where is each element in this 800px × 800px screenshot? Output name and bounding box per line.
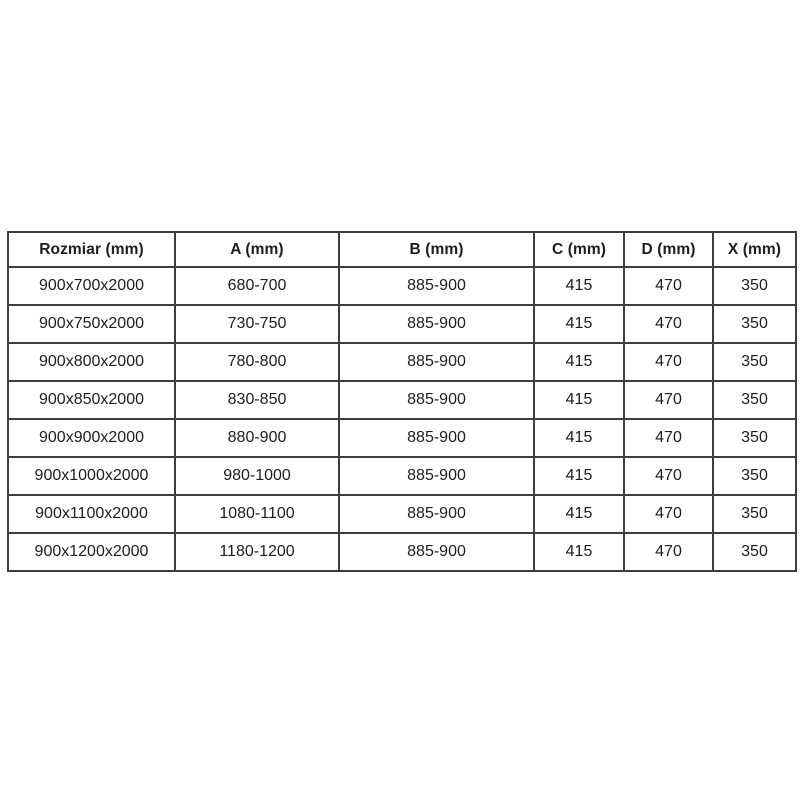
- cell-x: 350: [712, 304, 797, 344]
- cell-rozmiar: 900x900x2000: [7, 418, 176, 458]
- cell-d: 470: [623, 494, 714, 534]
- cell-d: 470: [623, 380, 714, 420]
- cell-rozmiar: 900x1200x2000: [7, 532, 176, 572]
- cell-c: 415: [533, 494, 625, 534]
- cell-x: 350: [712, 532, 797, 572]
- column-header-b: B (mm): [338, 231, 535, 268]
- table-row: 900x750x2000 730-750 885-900 415 470 350: [7, 304, 797, 344]
- cell-c: 415: [533, 342, 625, 382]
- cell-b: 885-900: [338, 418, 535, 458]
- cell-d: 470: [623, 266, 714, 306]
- cell-x: 350: [712, 456, 797, 496]
- table-row: 900x1200x2000 1180-1200 885-900 415 470 …: [7, 532, 797, 572]
- cell-c: 415: [533, 266, 625, 306]
- cell-b: 885-900: [338, 304, 535, 344]
- cell-a: 830-850: [174, 380, 340, 420]
- cell-b: 885-900: [338, 342, 535, 382]
- cell-c: 415: [533, 532, 625, 572]
- cell-a: 730-750: [174, 304, 340, 344]
- cell-rozmiar: 900x700x2000: [7, 266, 176, 306]
- table-row: 900x1100x2000 1080-1100 885-900 415 470 …: [7, 494, 797, 534]
- cell-b: 885-900: [338, 266, 535, 306]
- cell-a: 880-900: [174, 418, 340, 458]
- cell-b: 885-900: [338, 494, 535, 534]
- cell-d: 470: [623, 532, 714, 572]
- cell-rozmiar: 900x750x2000: [7, 304, 176, 344]
- cell-c: 415: [533, 418, 625, 458]
- cell-rozmiar: 900x1100x2000: [7, 494, 176, 534]
- table-header-row: Rozmiar (mm) A (mm) B (mm) C (mm) D (mm)…: [7, 231, 797, 268]
- column-header-d: D (mm): [623, 231, 714, 268]
- cell-x: 350: [712, 342, 797, 382]
- table-body: 900x700x2000 680-700 885-900 415 470 350…: [7, 266, 797, 572]
- cell-d: 470: [623, 418, 714, 458]
- column-header-x: X (mm): [712, 231, 797, 268]
- cell-a: 1180-1200: [174, 532, 340, 572]
- table-row: 900x1000x2000 980-1000 885-900 415 470 3…: [7, 456, 797, 496]
- table-row: 900x700x2000 680-700 885-900 415 470 350: [7, 266, 797, 306]
- cell-a: 780-800: [174, 342, 340, 382]
- cell-rozmiar: 900x1000x2000: [7, 456, 176, 496]
- cell-rozmiar: 900x850x2000: [7, 380, 176, 420]
- column-header-c: C (mm): [533, 231, 625, 268]
- cell-c: 415: [533, 304, 625, 344]
- cell-rozmiar: 900x800x2000: [7, 342, 176, 382]
- cell-a: 1080-1100: [174, 494, 340, 534]
- dimensions-table: Rozmiar (mm) A (mm) B (mm) C (mm) D (mm)…: [7, 231, 797, 572]
- cell-x: 350: [712, 380, 797, 420]
- column-header-rozmiar: Rozmiar (mm): [7, 231, 176, 268]
- table-row: 900x800x2000 780-800 885-900 415 470 350: [7, 342, 797, 382]
- cell-x: 350: [712, 494, 797, 534]
- cell-d: 470: [623, 342, 714, 382]
- cell-a: 680-700: [174, 266, 340, 306]
- table-row: 900x850x2000 830-850 885-900 415 470 350: [7, 380, 797, 420]
- cell-c: 415: [533, 380, 625, 420]
- cell-d: 470: [623, 304, 714, 344]
- cell-b: 885-900: [338, 380, 535, 420]
- cell-c: 415: [533, 456, 625, 496]
- table-head: Rozmiar (mm) A (mm) B (mm) C (mm) D (mm)…: [7, 231, 797, 268]
- cell-a: 980-1000: [174, 456, 340, 496]
- cell-x: 350: [712, 418, 797, 458]
- cell-b: 885-900: [338, 532, 535, 572]
- cell-d: 470: [623, 456, 714, 496]
- table-row: 900x900x2000 880-900 885-900 415 470 350: [7, 418, 797, 458]
- cell-b: 885-900: [338, 456, 535, 496]
- column-header-a: A (mm): [174, 231, 340, 268]
- cell-x: 350: [712, 266, 797, 306]
